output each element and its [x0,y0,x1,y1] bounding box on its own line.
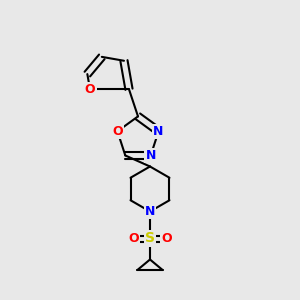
Text: N: N [146,149,156,162]
Text: O: O [85,83,95,96]
Text: O: O [112,125,123,138]
Text: N: N [153,125,164,138]
Text: O: O [128,232,139,245]
Text: O: O [161,232,172,245]
Text: S: S [145,232,155,245]
Text: N: N [145,205,155,218]
